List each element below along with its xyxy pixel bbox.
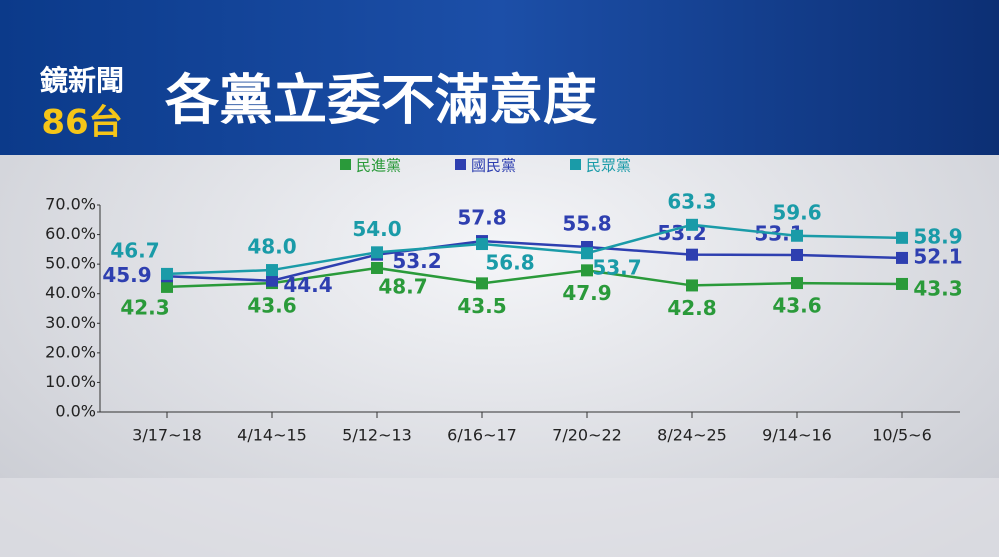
- point: [791, 277, 803, 290]
- data-label: 44.4: [283, 273, 332, 297]
- data-label: 43.6: [772, 294, 821, 318]
- header-bar: [0, 0, 999, 155]
- data-label: 63.3: [667, 189, 716, 213]
- data-label: 58.9: [913, 224, 962, 248]
- data-label: 52.1: [913, 244, 962, 268]
- point: [686, 218, 698, 231]
- x-tick-label: 3/17~18: [132, 426, 202, 445]
- x-tick-label: 6/16~17: [447, 426, 517, 445]
- logo: 鏡新聞: [40, 64, 124, 97]
- channel: 86台: [41, 103, 122, 143]
- data-label: 54.0: [352, 217, 401, 241]
- data-label: 42.3: [120, 295, 169, 319]
- y-tick-label: 70.0%: [45, 195, 96, 214]
- point: [371, 246, 383, 259]
- legend-swatch: [340, 159, 351, 170]
- y-tick-label: 30.0%: [45, 313, 96, 332]
- point: [581, 247, 593, 260]
- series-line: [166, 223, 903, 276]
- y-tick-label: 60.0%: [45, 224, 96, 243]
- data-label: 42.8: [667, 296, 716, 320]
- data-label: 53.7: [592, 256, 641, 280]
- data-label: 45.9: [102, 263, 151, 287]
- point: [266, 264, 278, 277]
- data-label: 53.2: [392, 249, 441, 273]
- chart-title: 各黨立委不滿意度: [165, 69, 597, 132]
- data-label: 43.3: [913, 276, 962, 300]
- data-label: 56.8: [485, 251, 534, 275]
- point: [266, 274, 278, 287]
- y-tick-label: 50.0%: [45, 254, 96, 273]
- legend-label: 國民黨: [471, 157, 516, 175]
- x-tick-label: 9/14~16: [762, 426, 832, 445]
- legend-label: 民眾黨: [586, 157, 631, 175]
- point: [476, 277, 488, 290]
- data-label: 59.6: [772, 200, 821, 224]
- point: [791, 229, 803, 242]
- point: [896, 231, 908, 244]
- x-tick-label: 8/24~25: [657, 426, 727, 445]
- point: [581, 264, 593, 277]
- x-tick-label: 4/14~15: [237, 426, 307, 445]
- point: [161, 267, 173, 280]
- x-tick-label: 10/5~6: [872, 426, 932, 445]
- y-tick-label: 20.0%: [45, 342, 96, 361]
- point: [896, 251, 908, 264]
- x-tick-label: 7/20~22: [552, 426, 622, 445]
- data-label: 43.5: [457, 294, 506, 318]
- series-line: [166, 266, 903, 289]
- point: [896, 277, 908, 290]
- point: [686, 279, 698, 292]
- point: [476, 238, 488, 251]
- legend-swatch: [570, 159, 581, 170]
- data-label: 55.8: [562, 211, 611, 235]
- footer-band: [0, 478, 999, 557]
- data-label: 57.8: [457, 206, 506, 230]
- data-label: 46.7: [110, 238, 159, 262]
- series-line: [166, 239, 903, 282]
- point: [686, 248, 698, 261]
- data-label: 48.7: [378, 274, 427, 298]
- point: [161, 280, 173, 293]
- legend-swatch: [455, 159, 466, 170]
- data-label: 47.9: [562, 281, 611, 305]
- legend-label: 民進黨: [356, 157, 401, 175]
- point: [791, 248, 803, 261]
- y-tick-label: 10.0%: [45, 372, 96, 391]
- y-tick-label: 0.0%: [55, 402, 96, 421]
- data-label: 48.0: [247, 235, 296, 259]
- y-tick-label: 40.0%: [45, 283, 96, 302]
- point: [371, 261, 383, 274]
- data-label: 43.6: [247, 294, 296, 318]
- x-tick-label: 5/12~13: [342, 426, 412, 445]
